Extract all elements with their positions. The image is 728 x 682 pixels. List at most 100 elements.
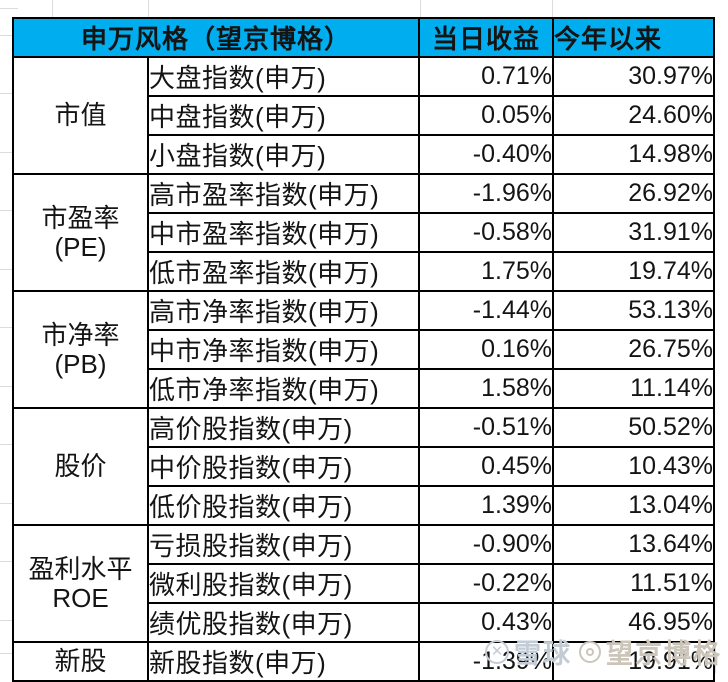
gridline bbox=[0, 561, 12, 562]
table-row: 市净率 (PB) 高市净率指数(申万) -1.44% 53.13% bbox=[12, 290, 716, 409]
daily-return-cell[interactable]: -1.44% bbox=[418, 290, 555, 331]
gridline bbox=[0, 269, 12, 270]
table-row: 中市净率指数(申万) 0.16% 26.75% bbox=[13, 329, 716, 370]
group-cell-market-cap[interactable]: 市值 bbox=[12, 56, 149, 175]
gridline bbox=[0, 327, 12, 328]
column-header-year-to-date[interactable]: 今年以来 bbox=[552, 17, 716, 58]
gridline bbox=[420, 0, 421, 17]
daily-return-cell[interactable]: -1.39% bbox=[418, 641, 555, 682]
table-row: 股价 高价股指数(申万) -0.51% 50.52% bbox=[12, 407, 716, 526]
daily-return-cell[interactable]: -0.90% bbox=[418, 524, 555, 565]
gridline bbox=[0, 35, 12, 36]
daily-return-cell[interactable]: 1.75% bbox=[418, 251, 555, 292]
index-name-cell[interactable]: 中盘指数(申万) bbox=[146, 95, 421, 136]
index-name-cell[interactable]: 亏损股指数(申万) bbox=[146, 524, 421, 565]
daily-return-cell[interactable]: 1.58% bbox=[418, 368, 555, 409]
group-sublabel: (PE) bbox=[54, 231, 107, 262]
table-row: 盈利水平 ROE 亏损股指数(申万) -0.90% 13.64% bbox=[12, 524, 716, 643]
index-name-cell[interactable]: 高市盈率指数(申万) bbox=[146, 173, 421, 214]
ytd-return-cell[interactable]: 13.64% bbox=[552, 524, 716, 565]
gridline bbox=[715, 645, 716, 673]
header-row: 申万风格（望京博格） 当日收益 今年以来 bbox=[11, 17, 716, 58]
group-sublabel: (PB) bbox=[54, 348, 107, 379]
ytd-return-cell[interactable]: 24.60% bbox=[552, 95, 716, 136]
table-row: 低市盈率指数(申万) 1.75% 19.74% bbox=[13, 251, 716, 292]
group-cell-new-shares[interactable]: 新股 bbox=[12, 641, 149, 682]
daily-return-cell[interactable]: 1.39% bbox=[418, 485, 555, 526]
table-row: 低市净率指数(申万) 1.58% 11.14% bbox=[13, 368, 716, 409]
index-name-cell[interactable]: 高市净率指数(申万) bbox=[146, 290, 421, 331]
gridline bbox=[0, 152, 12, 153]
index-name-cell[interactable]: 中市盈率指数(申万) bbox=[146, 212, 421, 253]
ytd-return-cell[interactable]: 26.75% bbox=[552, 329, 716, 370]
ytd-return-cell[interactable]: 19.74% bbox=[552, 251, 716, 292]
ytd-return-cell[interactable]: 50.52% bbox=[552, 407, 716, 448]
gridline bbox=[148, 0, 149, 17]
daily-return-cell[interactable]: 0.45% bbox=[418, 446, 555, 487]
gridline bbox=[0, 653, 12, 654]
daily-return-cell[interactable]: 0.71% bbox=[418, 56, 555, 97]
ytd-return-cell[interactable]: 14.98% bbox=[552, 134, 716, 175]
index-name-cell[interactable]: 中市净率指数(申万) bbox=[146, 329, 421, 370]
index-name-cell[interactable]: 小盘指数(申万) bbox=[146, 134, 421, 175]
ytd-return-cell[interactable]: 19.91% bbox=[552, 641, 716, 682]
daily-return-cell[interactable]: 0.05% bbox=[418, 95, 555, 136]
daily-return-cell[interactable]: -0.58% bbox=[418, 212, 555, 253]
index-name-cell[interactable]: 微利股指数(申万) bbox=[146, 563, 421, 604]
index-name-cell[interactable]: 低市盈率指数(申万) bbox=[146, 251, 421, 292]
index-name-cell[interactable]: 大盘指数(申万) bbox=[146, 56, 421, 97]
column-header-daily-return[interactable]: 当日收益 bbox=[418, 17, 555, 58]
index-name-cell[interactable]: 绩优股指数(申万) bbox=[146, 602, 421, 643]
group-cell-pb[interactable]: 市净率 (PB) bbox=[12, 290, 149, 409]
group-label: 市净率 bbox=[41, 320, 120, 351]
table-row: 中盘指数(申万) 0.05% 24.60% bbox=[13, 95, 716, 136]
gridline bbox=[0, 503, 12, 504]
ytd-return-cell[interactable]: 30.97% bbox=[552, 56, 716, 97]
group-cell-roe[interactable]: 盈利水平 ROE bbox=[12, 524, 149, 643]
table-row: 中市盈率指数(申万) -0.58% 31.91% bbox=[13, 212, 716, 253]
ytd-return-cell[interactable]: 31.91% bbox=[552, 212, 716, 253]
style-index-table: 申万风格（望京博格） 当日收益 今年以来 市值 大盘指数(申万) 0.71% 3… bbox=[11, 17, 716, 682]
gridline bbox=[0, 620, 12, 621]
daily-return-cell[interactable]: -0.51% bbox=[418, 407, 555, 448]
gridline bbox=[0, 93, 12, 94]
group-cell-pe[interactable]: 市盈率 (PE) bbox=[12, 173, 149, 292]
index-name-cell[interactable]: 低市净率指数(申万) bbox=[146, 368, 421, 409]
index-name-cell[interactable]: 新股指数(申万) bbox=[146, 641, 421, 682]
gridline bbox=[0, 386, 12, 387]
group-label: 股价 bbox=[54, 451, 107, 482]
group-label: 市值 bbox=[54, 100, 107, 131]
table-title-cell[interactable]: 申万风格（望京博格） bbox=[11, 17, 421, 58]
ytd-return-cell[interactable]: 11.51% bbox=[552, 563, 716, 604]
table-row: 市值 大盘指数(申万) 0.71% 30.97% bbox=[12, 56, 716, 175]
ytd-return-cell[interactable]: 53.13% bbox=[552, 290, 716, 331]
ytd-return-cell[interactable]: 46.95% bbox=[552, 602, 716, 643]
daily-return-cell[interactable]: 0.16% bbox=[418, 329, 555, 370]
daily-return-cell[interactable]: -0.22% bbox=[418, 563, 555, 604]
ytd-return-cell[interactable]: 11.14% bbox=[552, 368, 716, 409]
ytd-return-cell[interactable]: 10.43% bbox=[552, 446, 716, 487]
group-sublabel: ROE bbox=[52, 582, 109, 613]
daily-return-cell[interactable]: -0.40% bbox=[418, 134, 555, 175]
daily-return-cell[interactable]: -1.96% bbox=[418, 173, 555, 214]
group-label: 市盈率 bbox=[41, 203, 120, 234]
table-row: 小盘指数(申万) -0.40% 14.98% bbox=[13, 134, 716, 175]
group-label: 新股 bbox=[54, 646, 107, 677]
table-row: 微利股指数(申万) -0.22% 11.51% bbox=[13, 563, 716, 604]
gridline bbox=[0, 444, 12, 445]
table-row: 低价股指数(申万) 1.39% 13.04% bbox=[13, 485, 716, 526]
index-name-cell[interactable]: 低价股指数(申万) bbox=[146, 485, 421, 526]
gridline bbox=[52, 0, 53, 17]
index-name-cell[interactable]: 中价股指数(申万) bbox=[146, 446, 421, 487]
gridline bbox=[0, 8, 18, 9]
gridline bbox=[0, 210, 12, 211]
ytd-return-cell[interactable]: 13.04% bbox=[552, 485, 716, 526]
ytd-return-cell[interactable]: 26.92% bbox=[552, 173, 716, 214]
daily-return-cell[interactable]: 0.43% bbox=[418, 602, 555, 643]
table-row: 中价股指数(申万) 0.45% 10.43% bbox=[13, 446, 716, 487]
group-cell-price[interactable]: 股价 bbox=[12, 407, 149, 526]
table-row: 新股 新股指数(申万) -1.39% 19.91% bbox=[12, 641, 716, 682]
gridline bbox=[552, 0, 553, 17]
index-name-cell[interactable]: 高价股指数(申万) bbox=[146, 407, 421, 448]
